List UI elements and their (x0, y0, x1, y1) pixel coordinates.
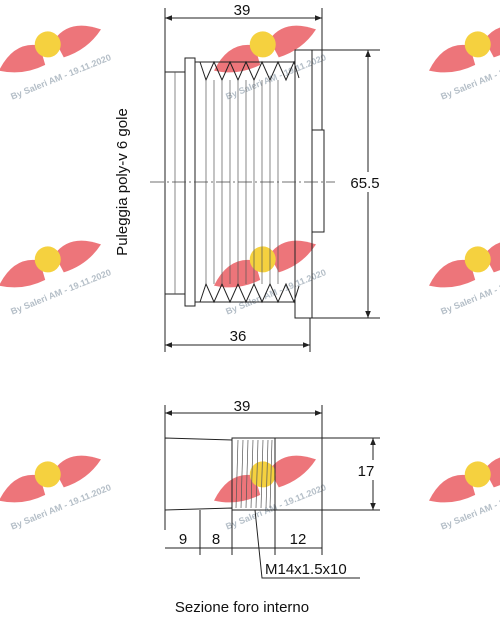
watermark-wing (484, 25, 500, 58)
watermark-wing (484, 455, 500, 488)
section-view: 39 17 9 8 12 M14x1.5x10 Sezione foro int… (164, 398, 380, 616)
dim-8: 8 (212, 531, 220, 548)
watermark: By Saleri AM - 19.11.2020 (429, 240, 500, 317)
watermark-wing (269, 455, 316, 488)
watermark-wing (214, 44, 261, 73)
width-dim: 39 (234, 2, 251, 19)
watermark-wing (0, 474, 46, 503)
caption: Sezione foro interno (175, 599, 309, 616)
section-width-dim: 39 (234, 398, 251, 415)
watermark-badge (34, 246, 61, 273)
height-dim: 65.5 (350, 175, 379, 192)
watermark: By Saleri AM - 19.11.2020 (0, 455, 112, 532)
dim-9: 9 (179, 531, 187, 548)
watermark-wing (429, 474, 476, 503)
watermark-wing (269, 240, 316, 273)
watermark-wing (54, 455, 101, 488)
watermark-wing (214, 259, 261, 288)
watermark-wing (429, 44, 476, 73)
watermark-wing (429, 259, 476, 288)
watermark: By Saleri AM - 19.11.2020 (429, 455, 500, 532)
watermark-badge (249, 246, 276, 273)
watermark-wing (484, 240, 500, 273)
dim-12: 12 (290, 531, 307, 548)
watermark-wing (269, 25, 316, 58)
pulley-view: 39 65.5 Puleggia poly-v 6 gole 36 (114, 2, 385, 352)
watermark: By Saleri AM - 19.11.2020 (214, 25, 327, 102)
watermark-layer: By Saleri AM - 19.11.2020 By Saleri AM - … (0, 25, 500, 532)
watermark-badge (464, 31, 491, 58)
watermark: By Saleri AM - 19.11.2020 (0, 240, 112, 317)
watermark-badge (249, 31, 276, 58)
bottom-dim: 36 (230, 328, 247, 345)
watermark-badge (34, 461, 61, 488)
thread-label: M14x1.5x10 (265, 561, 347, 578)
watermark: By Saleri AM - 19.11.2020 (429, 25, 500, 102)
watermark-wing (54, 25, 101, 58)
watermark: By Saleri AM - 19.11.2020 (0, 25, 112, 102)
watermark-badge (249, 461, 276, 488)
watermark: By Saleri AM - 19.11.2020 (214, 240, 327, 317)
watermark-badge (464, 246, 491, 273)
watermark-badge (34, 31, 61, 58)
watermark-badge (464, 461, 491, 488)
watermark-wing (54, 240, 101, 273)
watermark-wing (214, 474, 261, 503)
watermark-wing (0, 259, 46, 288)
side-label: Puleggia poly-v 6 gole (114, 108, 131, 256)
section-height-dim: 17 (358, 463, 375, 480)
watermark-wing (0, 44, 46, 73)
